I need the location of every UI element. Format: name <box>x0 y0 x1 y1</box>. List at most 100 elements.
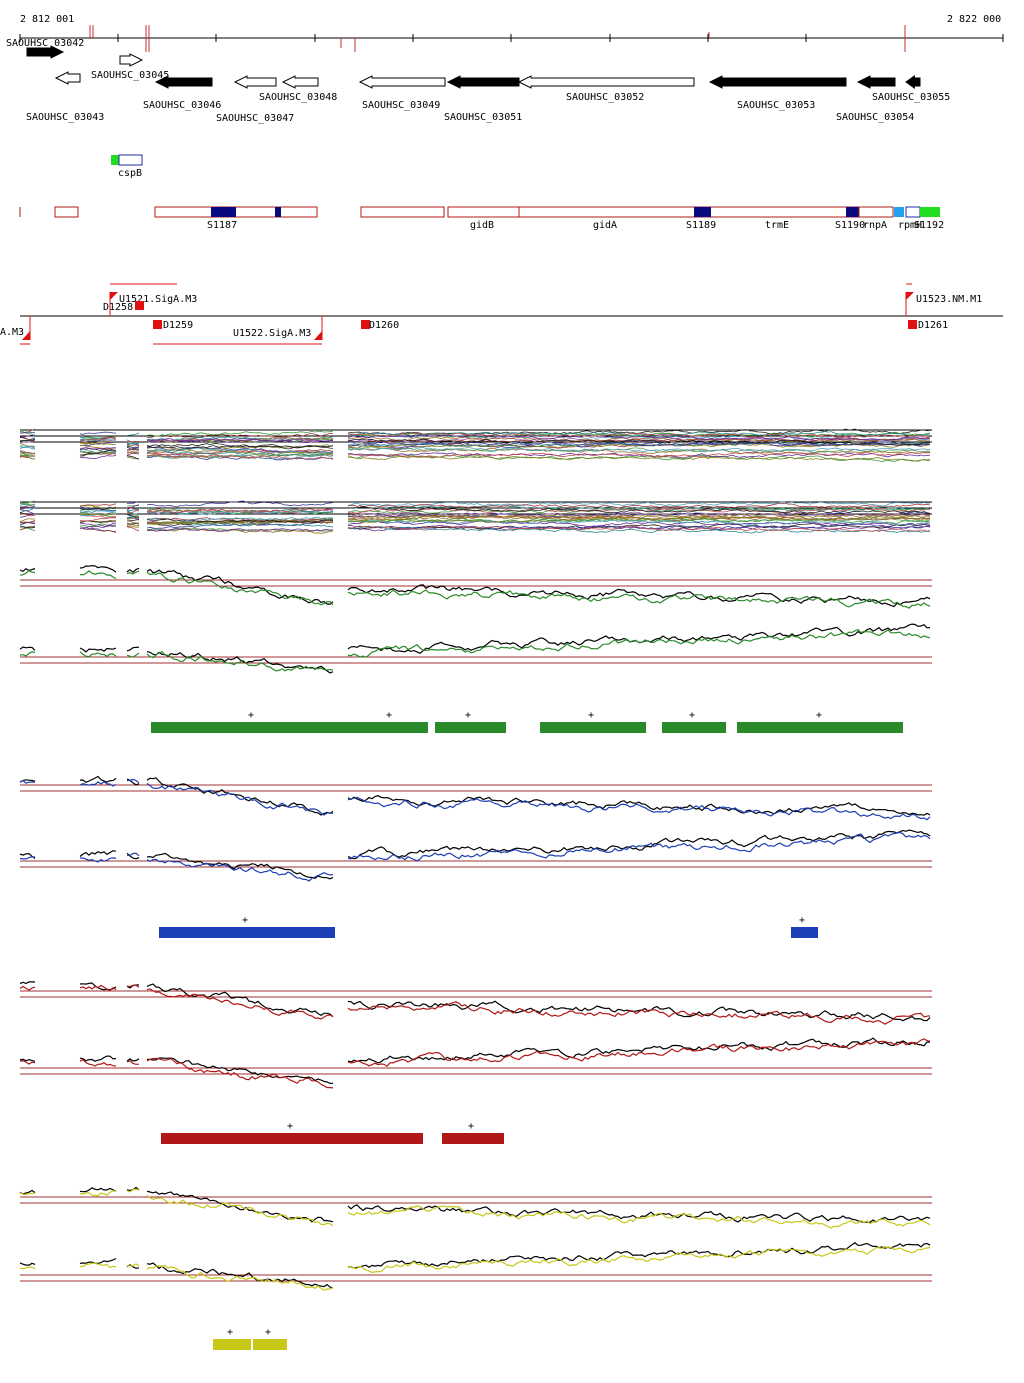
signal-line <box>347 437 931 444</box>
signal-line <box>19 779 36 784</box>
signal-line <box>146 436 334 442</box>
signal-line <box>347 1038 931 1067</box>
signal-line <box>347 503 931 509</box>
annotation-box-gidA-trmE <box>518 206 860 218</box>
signal-line <box>146 500 334 508</box>
gene-label-SAOUHSC_03052: SAOUHSC_03052 <box>566 92 644 103</box>
annotation-block-rnpA-end <box>894 207 904 217</box>
segment-plus-label: + <box>227 1327 233 1338</box>
signal-line <box>19 1058 36 1062</box>
signal-line <box>146 455 334 461</box>
signal-line <box>79 850 117 857</box>
gene-arrow-SAOUHSC_03051 <box>446 75 520 89</box>
segment-tracks: + + + + + + + + + + + + <box>151 710 903 1350</box>
signal-line <box>79 1058 117 1067</box>
promoter-label-U1522: U1522.SigA.M3 <box>233 328 311 339</box>
signal-line <box>347 455 931 462</box>
segment-plus-label: + <box>689 710 695 721</box>
signal-line <box>19 509 36 515</box>
signal-line <box>79 857 117 863</box>
marker-label-D1259: D1259 <box>163 320 193 331</box>
segment-bar-yellow <box>253 1339 287 1350</box>
gene-label-SAOUHSC_03043: SAOUHSC_03043 <box>26 112 104 123</box>
segment-plus-label: + <box>386 710 392 721</box>
signal-line <box>20 507 36 510</box>
signal-line <box>79 516 117 522</box>
marker-label-D1258: D1258 <box>103 302 133 313</box>
signal-line <box>146 454 334 460</box>
signal-line <box>146 571 334 606</box>
promoter-label-U1521: U1521.SigA.M3 <box>119 294 197 305</box>
signal-line <box>146 1194 334 1227</box>
gene-arrow-SAOUHSC_03043 <box>54 71 81 85</box>
signal-line <box>19 1266 36 1270</box>
signal-line <box>146 527 334 533</box>
signal-line <box>146 1057 334 1089</box>
gene-arrow-SAOUHSC_03048 <box>281 75 319 89</box>
signal-line <box>126 1188 140 1193</box>
signal-line <box>146 858 334 882</box>
signal-line <box>347 796 931 821</box>
signal-line <box>146 430 334 437</box>
signal-line <box>126 513 140 519</box>
signal-line <box>347 447 931 455</box>
promoter-track: U1521.SigA.M3 D1258 U1523.NM.M1 A.M3 D12… <box>0 283 1003 345</box>
signal-line <box>126 1263 140 1267</box>
signal-line <box>347 438 931 446</box>
annotation-label-rpmH: rpmH <box>898 220 922 231</box>
gene-label-SAOUHSC_03048: SAOUHSC_03048 <box>259 92 337 103</box>
signal-line <box>126 439 140 444</box>
signal-line <box>347 513 931 519</box>
signal-line <box>146 518 334 523</box>
signal-line <box>79 564 117 573</box>
signal-tracks <box>19 428 932 1291</box>
signal-line <box>347 1204 931 1224</box>
signal-line <box>347 519 931 526</box>
signal-line <box>79 440 117 444</box>
signal-line <box>19 506 36 508</box>
signal-line <box>19 452 36 455</box>
signal-line <box>19 500 36 505</box>
signal-line <box>146 777 334 816</box>
signal-line <box>79 775 117 783</box>
signal-line <box>347 795 931 816</box>
signal-line <box>126 514 140 520</box>
signal-line <box>79 503 117 508</box>
signal-line <box>127 778 140 784</box>
marker-D1260 <box>361 320 370 329</box>
signal-line <box>347 526 931 534</box>
signal-line <box>126 526 140 532</box>
annotation-box <box>54 206 79 218</box>
signal-line <box>79 450 117 455</box>
signal-line <box>19 981 36 985</box>
annotation-box-rnpA <box>858 206 894 218</box>
annotation-block <box>275 207 281 217</box>
signal-line <box>347 520 931 527</box>
segment-bar-green <box>540 722 646 733</box>
signal-line <box>126 501 140 504</box>
signal-line <box>146 449 334 456</box>
signal-line <box>347 829 931 860</box>
signal-line <box>126 984 140 988</box>
signal-line <box>79 527 117 533</box>
signal-line <box>347 511 931 517</box>
segment-bar-red <box>442 1133 504 1144</box>
promoter-arrow-icon <box>906 292 914 300</box>
signal-line <box>347 447 931 453</box>
segment-bar-green <box>151 722 428 733</box>
signal-line <box>347 831 931 862</box>
signal-line <box>79 570 117 580</box>
signal-line <box>79 449 117 456</box>
signal-line <box>19 439 36 443</box>
rna-feature-label: cspB <box>118 168 142 179</box>
signal-line <box>347 451 931 458</box>
gene-arrow-SAOUHSC_03046 <box>154 75 213 89</box>
signal-line <box>19 569 36 576</box>
coordinate-ruler: 2 812 001 2 822 000 <box>19 14 1004 52</box>
segment-plus-label: + <box>242 915 248 926</box>
signal-line <box>19 455 36 460</box>
signal-line <box>347 505 931 512</box>
signal-line <box>146 438 334 444</box>
annotation-box-gidB <box>447 206 520 218</box>
